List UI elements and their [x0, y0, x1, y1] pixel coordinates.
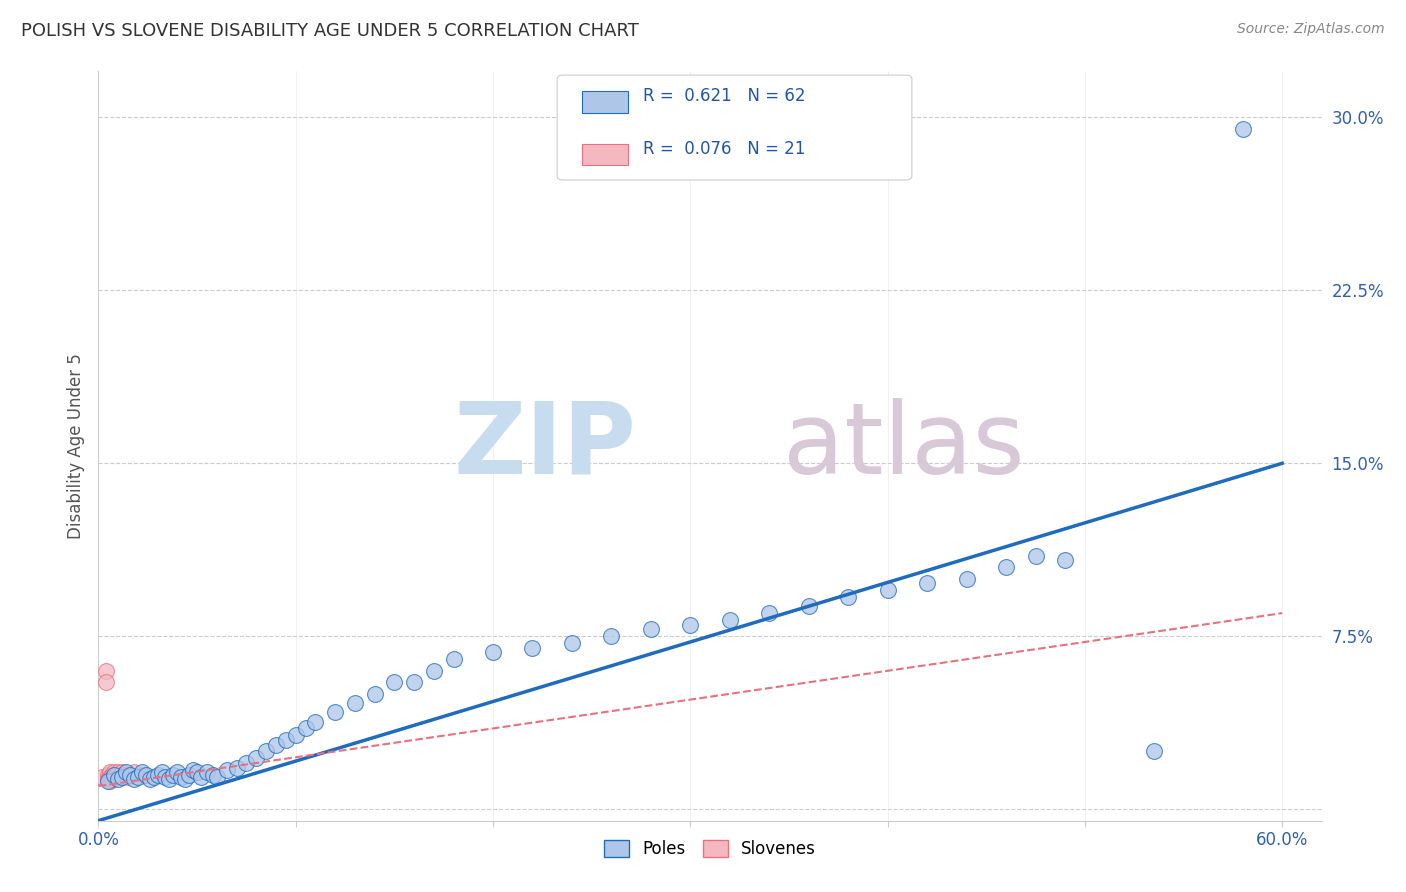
Point: [131, 767, 153, 781]
Point: [108, 767, 131, 781]
Point: [138, 772, 160, 786]
Point: [162, 767, 184, 781]
Point: [382, 675, 405, 690]
Point: [101, 767, 124, 781]
Point: [482, 645, 505, 659]
Text: atlas: atlas: [783, 398, 1025, 494]
Point: [404, 675, 426, 690]
Point: [274, 733, 297, 747]
Point: [111, 765, 134, 780]
Point: [103, 770, 125, 784]
Point: [718, 613, 741, 627]
Point: [98, 774, 121, 789]
Point: [97, 774, 120, 789]
Point: [117, 770, 139, 784]
Point: [142, 770, 165, 784]
Point: [103, 767, 125, 781]
Point: [98, 770, 121, 784]
Bar: [582, 91, 628, 112]
Point: [955, 572, 977, 586]
Point: [96, 675, 118, 690]
Point: [91, 770, 114, 784]
Point: [190, 770, 212, 784]
Point: [179, 767, 201, 781]
Point: [107, 765, 129, 780]
Point: [1143, 744, 1166, 758]
Point: [423, 664, 446, 678]
Point: [876, 583, 898, 598]
Point: [679, 617, 702, 632]
Point: [150, 765, 173, 780]
Point: [235, 756, 257, 770]
Y-axis label: Disability Age Under 5: Disability Age Under 5: [66, 353, 84, 539]
Point: [174, 772, 197, 786]
Point: [201, 767, 224, 781]
Point: [98, 765, 121, 780]
Point: [363, 687, 385, 701]
Text: Source: ZipAtlas.com: Source: ZipAtlas.com: [1237, 22, 1385, 37]
Point: [103, 765, 125, 780]
Text: POLISH VS SLOVENE DISABILITY AGE UNDER 5 CORRELATION CHART: POLISH VS SLOVENE DISABILITY AGE UNDER 5…: [21, 22, 638, 40]
Point: [343, 696, 366, 710]
Point: [304, 714, 326, 729]
Point: [127, 770, 149, 784]
Point: [122, 765, 145, 780]
Point: [1232, 122, 1254, 136]
Point: [195, 765, 218, 780]
Point: [96, 664, 118, 678]
Text: R =  0.621   N = 62: R = 0.621 N = 62: [643, 87, 806, 105]
Point: [323, 706, 346, 720]
Point: [97, 767, 120, 781]
Point: [994, 560, 1017, 574]
Point: [837, 590, 859, 604]
Point: [181, 763, 204, 777]
Point: [1054, 553, 1077, 567]
FancyBboxPatch shape: [557, 75, 912, 180]
Point: [225, 761, 247, 775]
Point: [118, 767, 141, 781]
Point: [155, 770, 177, 784]
Text: R =  0.076   N = 21: R = 0.076 N = 21: [643, 139, 806, 158]
Point: [170, 770, 193, 784]
Point: [215, 763, 238, 777]
Point: [107, 770, 129, 784]
Point: [105, 767, 128, 781]
Point: [640, 622, 662, 636]
Point: [443, 652, 465, 666]
Text: ZIP: ZIP: [454, 398, 637, 494]
Point: [522, 640, 544, 655]
Point: [122, 772, 145, 786]
Point: [131, 765, 153, 780]
Point: [146, 767, 169, 781]
Point: [97, 772, 120, 786]
Point: [1025, 549, 1047, 563]
Point: [758, 606, 780, 620]
Point: [115, 765, 138, 780]
Bar: [582, 144, 628, 165]
Legend: Poles, Slovenes: Poles, Slovenes: [598, 833, 823, 864]
Point: [111, 770, 134, 784]
Point: [797, 599, 820, 614]
Point: [600, 629, 623, 643]
Point: [166, 765, 188, 780]
Point: [186, 765, 208, 780]
Point: [159, 772, 181, 786]
Point: [205, 770, 228, 784]
Point: [284, 728, 307, 742]
Point: [915, 576, 938, 591]
Point: [135, 767, 157, 781]
Point: [112, 767, 135, 781]
Point: [107, 772, 129, 786]
Point: [254, 744, 277, 758]
Point: [264, 738, 287, 752]
Point: [245, 751, 267, 765]
Point: [561, 636, 583, 650]
Point: [294, 722, 316, 736]
Point: [101, 772, 124, 786]
